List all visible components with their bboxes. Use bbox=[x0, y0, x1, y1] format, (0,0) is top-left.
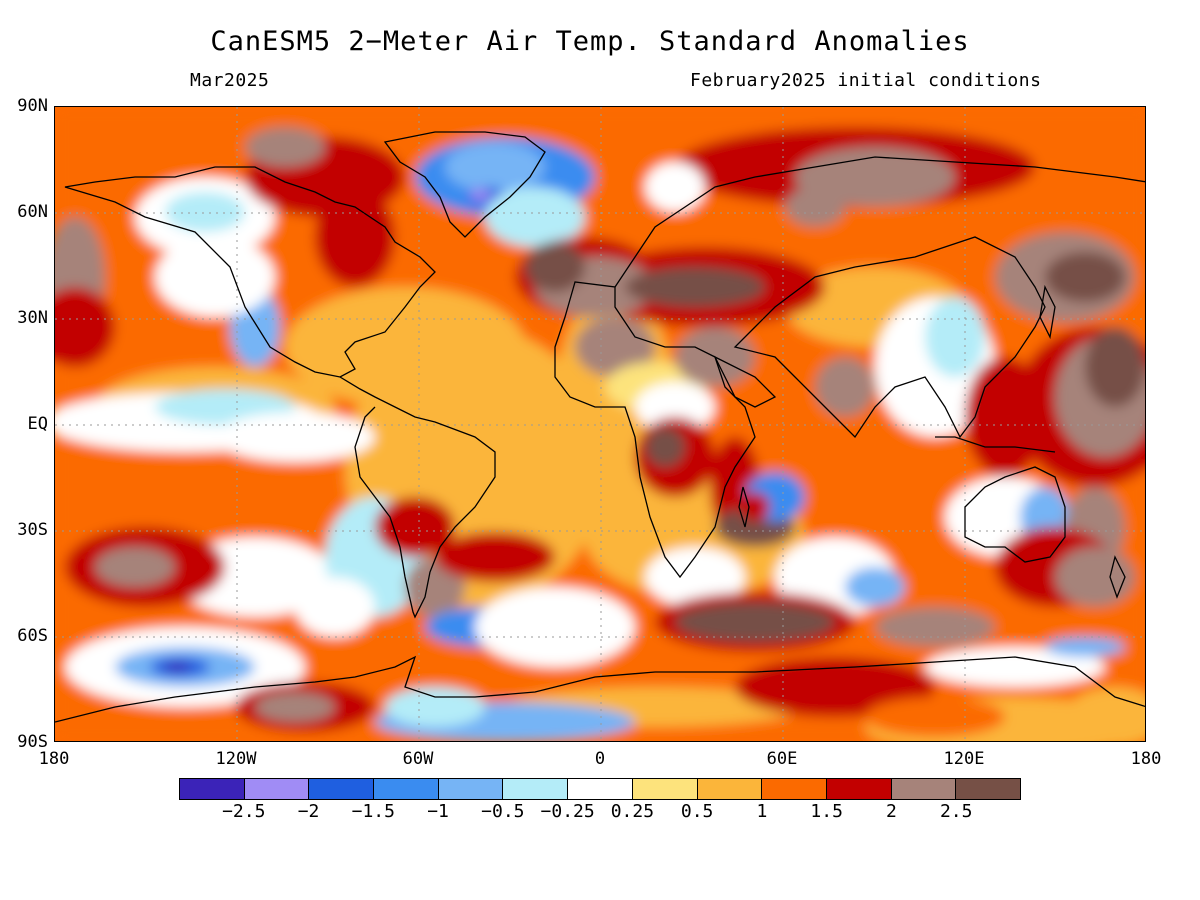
lat-label-90n: 90N bbox=[17, 96, 48, 116]
colorbar-swatch bbox=[180, 779, 245, 799]
colorbar-swatch bbox=[374, 779, 439, 799]
graticule bbox=[55, 107, 1145, 741]
lon-label-180w: 180 bbox=[38, 749, 70, 769]
forecast-month: Mar2025 bbox=[190, 70, 270, 91]
colorbar-label: 1.5 bbox=[810, 801, 843, 822]
colorbar-swatch bbox=[632, 779, 698, 799]
lon-label-120w: 120W bbox=[215, 749, 257, 769]
colorbar-swatch bbox=[891, 779, 957, 799]
colorbar-swatch bbox=[956, 779, 1020, 799]
colorbar-label: −2 bbox=[297, 801, 320, 822]
lat-label-30s: 30S bbox=[17, 520, 48, 540]
colorbar-swatch bbox=[697, 779, 763, 799]
colorbar-swatch bbox=[503, 779, 569, 799]
lat-label-30n: 30N bbox=[17, 308, 48, 328]
lon-label-60w: 60W bbox=[402, 749, 434, 769]
lat-label-60n: 60N bbox=[17, 202, 48, 222]
colorbar-label: 2 bbox=[886, 801, 897, 822]
lon-label-120e: 120E bbox=[943, 749, 985, 769]
lat-label-eq: EQ bbox=[27, 414, 48, 434]
colorbar-label: −1 bbox=[427, 801, 449, 822]
map-title: CanESM5 2−Meter Air Temp. Standard Anoma… bbox=[210, 26, 970, 57]
colorbar-label: −0.5 bbox=[481, 801, 525, 822]
anomaly-field bbox=[55, 107, 1145, 741]
colorbar-swatch bbox=[244, 779, 310, 799]
colorbar-swatch bbox=[438, 779, 504, 799]
map-canvas bbox=[55, 107, 1145, 741]
colorbar bbox=[179, 778, 1021, 800]
colorbar-label: −1.5 bbox=[351, 801, 395, 822]
anomaly-map bbox=[54, 106, 1146, 742]
colorbar-swatch bbox=[568, 779, 633, 799]
colorbar-swatch bbox=[826, 779, 892, 799]
lon-label-60e: 60E bbox=[766, 749, 798, 769]
lon-label-0: 0 bbox=[594, 749, 606, 769]
colorbar-label: −0.25 bbox=[540, 801, 595, 822]
lat-label-90s: 90S bbox=[17, 732, 48, 752]
initial-conditions: February2025 initial conditions bbox=[690, 70, 1042, 91]
coastlines bbox=[55, 131, 1145, 723]
colorbar-label: 0.25 bbox=[610, 801, 655, 822]
lon-label-180e: 180 bbox=[1130, 749, 1162, 769]
colorbar-label: −2.5 bbox=[222, 801, 266, 822]
lat-label-60s: 60S bbox=[17, 626, 48, 646]
colorbar-swatch bbox=[762, 779, 827, 799]
colorbar-label: 2.5 bbox=[939, 801, 973, 822]
colorbar-swatch bbox=[309, 779, 375, 799]
colorbar-label: 1 bbox=[756, 801, 768, 822]
colorbar-label: 0.5 bbox=[680, 801, 714, 822]
